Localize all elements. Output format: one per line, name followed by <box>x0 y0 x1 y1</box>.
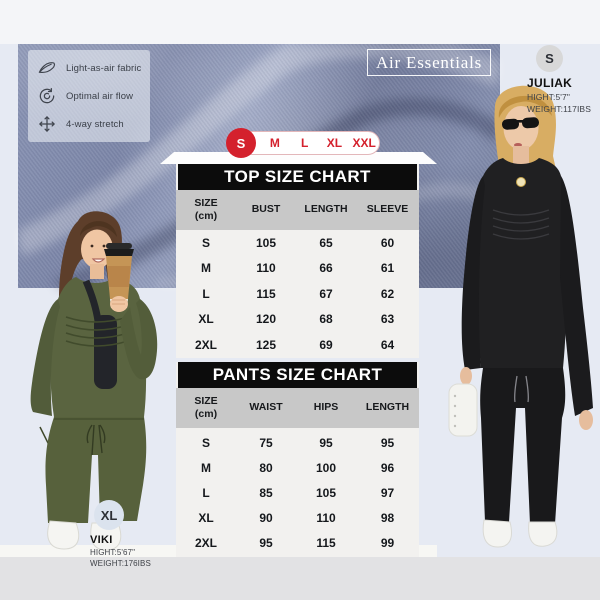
table-cell: 66 <box>319 261 333 276</box>
top-chart-rows: S 105 65 60 M 110 66 61 L 115 67 62 XL 120 68 63 2XL 125 6… <box>176 230 419 358</box>
table-cell: 125 <box>255 337 277 352</box>
table-cell: 75 <box>259 435 273 450</box>
column-header: BUST <box>251 203 281 216</box>
model-label-viki: XL VIKI HIGHT:5'67" WEIGHT:176IBS <box>90 500 180 568</box>
top-size-chart: TOP SIZE CHART SIZE (cm) BUST LENGTH SLEEVE… <box>176 164 419 358</box>
table-cell: 2XL <box>194 337 217 352</box>
table-cell: S <box>201 235 210 250</box>
table-cell: 95 <box>259 535 273 550</box>
model-name: JULIAK <box>527 76 573 90</box>
table-cell: XL <box>198 312 214 327</box>
model-height: HIGHT:5'7" <box>527 92 570 102</box>
table-cell: 95 <box>319 435 333 450</box>
feather-icon <box>36 57 58 79</box>
top-chart-title: TOP SIZE CHART <box>178 164 417 190</box>
table-cell: 100 <box>315 460 337 475</box>
size-tab-m[interactable]: M <box>269 136 280 150</box>
pants-chart-title: PANTS SIZE CHART <box>178 362 417 388</box>
table-cell: 115 <box>256 286 276 301</box>
column-header: LENGTH <box>365 401 410 414</box>
table-cell: 105 <box>255 235 277 250</box>
feature-list: Light-as-air fabric Optimal air flow 4 <box>28 50 150 142</box>
column-header: LENGTH <box>304 203 348 216</box>
table-cell: 99 <box>380 535 395 550</box>
table-cell: 62 <box>380 286 395 301</box>
table-cell: 85 <box>259 485 273 500</box>
size-tab-xl[interactable]: XL <box>326 136 343 150</box>
table-cell: 120 <box>255 312 277 327</box>
column-header: SLEEVE <box>366 203 409 216</box>
table-cell: L <box>202 485 210 500</box>
table-cell: M <box>201 460 211 475</box>
pants-size-chart: PANTS SIZE CHART SIZE (cm) WAIST HIPS LENGT… <box>176 362 419 557</box>
feature-label: 4-way stretch <box>66 118 124 130</box>
table-cell: 110 <box>256 261 276 276</box>
table-cell: 60 <box>380 235 395 250</box>
size-badge: S <box>536 45 563 72</box>
table-cell: XL <box>198 510 214 525</box>
table-cell: 68 <box>319 312 333 327</box>
size-tab-l[interactable]: L <box>300 136 309 150</box>
table-cell: 63 <box>380 312 395 327</box>
size-selector: S M L XL XXL <box>226 128 380 158</box>
table-cell: 96 <box>380 460 395 475</box>
table-cell: 69 <box>319 337 333 352</box>
table-cell: 95 <box>380 435 395 450</box>
table-cell: 80 <box>259 460 273 475</box>
top-chart-columns: SIZE (cm) BUST LENGTH SLEEVE <box>176 190 419 230</box>
table-cell: L <box>202 286 210 301</box>
model-label-juliak: S JULIAK HIGHT:5'7" WEIGHT:117IBS <box>527 45 600 114</box>
table-cell: M <box>201 261 211 276</box>
table-cell: 105 <box>315 485 337 500</box>
feature-light-fabric: Light-as-air fabric <box>36 57 142 79</box>
size-badge: XL <box>94 500 124 530</box>
pants-chart-rows: S 75 95 95 M 80 100 96 L 85 105 97 XL 90 110 98 2XL 95 115… <box>176 428 419 555</box>
brand-badge: Air Essentials <box>367 49 491 76</box>
table-cell: 97 <box>380 485 395 500</box>
size-tab-xxl[interactable]: XXL <box>352 136 376 150</box>
footer-strip <box>0 557 600 600</box>
table-cell: 65 <box>319 235 333 250</box>
table-cell: 115 <box>316 535 336 550</box>
column-header: SIZE (cm) <box>194 196 218 222</box>
model-name: VIKI <box>90 534 113 546</box>
model-weight: WEIGHT:176IBS <box>90 559 151 568</box>
table-cell: 90 <box>259 510 273 525</box>
model-height: HIGHT:5'67" <box>90 548 136 557</box>
feature-stretch: 4-way stretch <box>36 113 142 135</box>
table-cell: 61 <box>380 261 395 276</box>
table-cell: S <box>201 435 210 450</box>
tabs-shelf <box>160 152 437 164</box>
column-header: SIZE (cm) <box>194 394 218 420</box>
column-header: WAIST <box>249 401 283 414</box>
pants-chart-columns: SIZE (cm) WAIST HIPS LENGTH <box>176 388 419 428</box>
table-cell: 98 <box>380 510 395 525</box>
table-cell: 2XL <box>194 535 217 550</box>
feature-label: Light-as-air fabric <box>66 62 142 74</box>
table-cell: 64 <box>380 337 395 352</box>
model-photo-viki <box>0 203 182 560</box>
feature-label: Optimal air flow <box>66 90 134 102</box>
size-tab-s[interactable]: S <box>226 128 256 158</box>
model-weight: WEIGHT:117IBS <box>527 104 591 114</box>
column-header: HIPS <box>313 401 339 414</box>
feature-air-flow: Optimal air flow <box>36 85 142 107</box>
model-photo-juliak <box>437 76 600 557</box>
airflow-icon <box>36 85 58 107</box>
table-cell: 67 <box>319 286 333 301</box>
stretch-icon <box>36 113 58 135</box>
table-cell: 110 <box>316 510 336 525</box>
